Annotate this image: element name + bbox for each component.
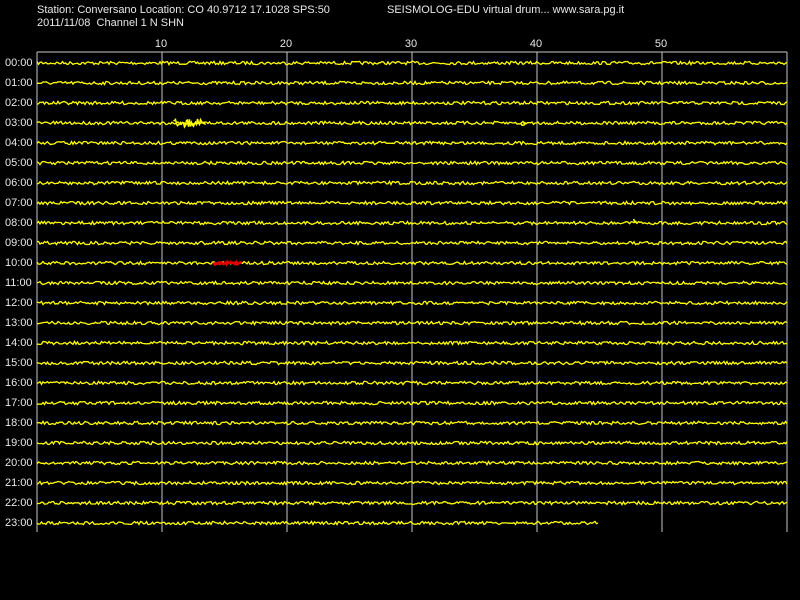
y-tick-label: 11:00 — [5, 277, 32, 289]
trace — [36, 420, 788, 426]
trace — [36, 280, 788, 286]
event — [632, 218, 637, 223]
y-tick-label: 04:00 — [5, 137, 33, 149]
trace — [36, 500, 788, 506]
trace — [36, 139, 788, 146]
trace — [36, 340, 788, 346]
trace — [37, 240, 788, 246]
x-tick-label: 30 — [405, 38, 417, 50]
x-tick-label: 10 — [155, 38, 167, 50]
trace — [36, 440, 788, 446]
trace — [36, 160, 788, 166]
trace — [36, 360, 788, 366]
trace — [36, 400, 788, 406]
brand: SEISMOLOG-EDU virtual drum... www.sara.p… — [387, 4, 624, 16]
trace — [36, 460, 788, 466]
y-tick-label: 02:00 — [5, 97, 33, 109]
y-tick-label: 09:00 — [5, 237, 33, 249]
y-tick-label: 05:00 — [5, 157, 33, 169]
y-tick-label: 19:00 — [5, 437, 33, 449]
trace — [36, 200, 788, 206]
y-tick-label: 23:00 — [5, 517, 33, 529]
y-tick-label: 16:00 — [5, 377, 33, 389]
y-tick-label: 01:00 — [5, 77, 33, 89]
trace — [36, 100, 788, 106]
y-tick-label: 12:00 — [5, 297, 33, 309]
y-tick-label: 13:00 — [5, 317, 33, 329]
y-tick-label: 17:00 — [5, 397, 33, 409]
trace — [36, 380, 788, 386]
trace — [36, 60, 788, 66]
y-tick-label: 14:00 — [5, 337, 33, 349]
y-tick-label: 20:00 — [5, 457, 33, 469]
subheader: 2011/11/08 Channel 1 N SHN — [37, 17, 184, 29]
trace — [36, 260, 788, 266]
trace — [36, 220, 788, 226]
trace — [36, 120, 788, 126]
event — [173, 117, 207, 129]
trace — [36, 320, 788, 327]
header: Station: Conversano Location: CO 40.9712… — [37, 4, 330, 16]
y-tick-label: 06:00 — [5, 177, 33, 189]
y-tick-label: 18:00 — [5, 417, 33, 429]
y-tick-label: 21:00 — [5, 477, 33, 489]
event — [212, 259, 243, 267]
trace — [36, 300, 788, 306]
y-tick-label: 22:00 — [5, 497, 33, 509]
trace — [37, 180, 788, 186]
y-tick-label: 15:00 — [5, 357, 33, 369]
trace — [36, 520, 599, 526]
trace — [36, 79, 788, 86]
y-tick-label: 00:00 — [5, 57, 33, 69]
event — [520, 121, 527, 127]
y-tick-label: 10:00 — [5, 257, 33, 269]
x-tick-label: 20 — [280, 38, 292, 50]
trace — [36, 480, 788, 486]
y-tick-label: 03:00 — [5, 117, 33, 129]
x-tick-label: 50 — [655, 38, 667, 50]
y-tick-label: 07:00 — [5, 197, 33, 209]
y-tick-label: 08:00 — [5, 217, 33, 229]
x-tick-label: 40 — [530, 38, 542, 50]
